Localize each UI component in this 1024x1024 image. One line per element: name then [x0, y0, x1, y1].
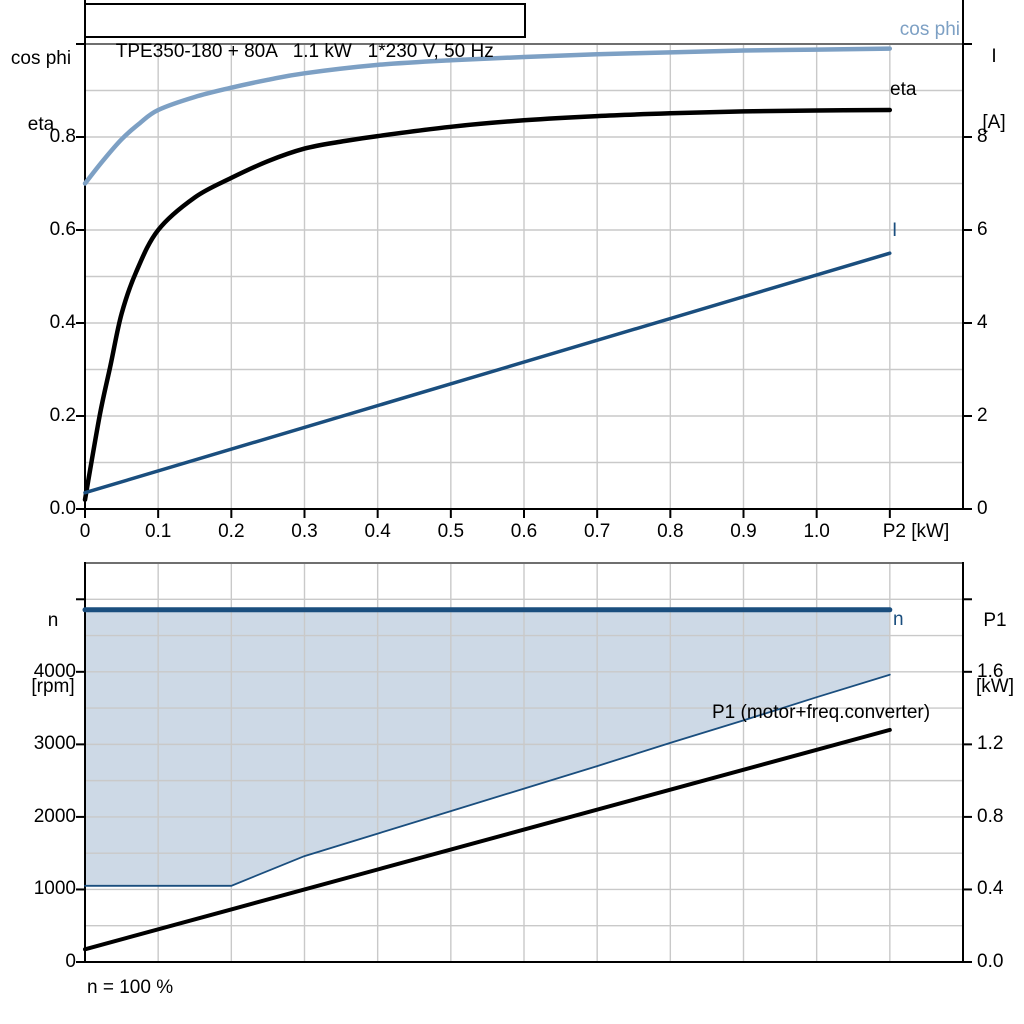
- n-curve-label: n: [893, 609, 904, 630]
- bottom-right-tick-label: 1.2: [977, 733, 1004, 755]
- top-x-tick-label: 0.3: [291, 521, 318, 542]
- top-x-tick-label: 0.7: [583, 521, 611, 542]
- curve-p1-motor-freq-converter-: [83, 727, 892, 952]
- top-x-tick-label: 0.8: [657, 521, 684, 542]
- p1-curve-label: P1 (motor+freq.converter): [712, 702, 931, 723]
- plot-border-layer: [85, 43, 963, 564]
- speed-axis-title: n: [47, 610, 59, 631]
- speed-axis-unit: [rpm]: [31, 676, 75, 697]
- top-x-tick-label: 0.9: [730, 521, 757, 542]
- eta-curve-label: eta: [890, 79, 917, 100]
- current-curve-label: I: [892, 220, 898, 241]
- top-right-tick-label: 6: [977, 219, 988, 240]
- top-x-tick-label: 0: [79, 521, 91, 542]
- top-x-tick-label: 0.4: [364, 521, 391, 542]
- curve-speed-range-lower-bound: [84, 673, 891, 887]
- curves-layer: [82, 46, 893, 952]
- top-right-tick-label: 4: [977, 312, 988, 333]
- x-axis-label: P2 [kW]: [882, 521, 950, 542]
- top-x-tick-label: 0.5: [437, 521, 465, 542]
- top-left-tick-label: 0.4: [49, 312, 76, 333]
- top-left-tick-label: 0.6: [49, 219, 76, 240]
- cos-phi-axis-title: cos phi: [10, 48, 72, 69]
- bottom-right-tick-label: 0.8: [977, 805, 1004, 827]
- curve-i: [83, 251, 892, 495]
- current-axis-title: I: [991, 46, 997, 67]
- bottom-left-tick-label: 0: [65, 951, 76, 972]
- current-axis-unit: [A]: [982, 112, 1006, 133]
- top-right-tick-label: 8: [977, 126, 988, 147]
- bottom-left-tick-label: 4000: [33, 660, 76, 682]
- curve-eta: [82, 107, 893, 502]
- bottom-left-tick-label: 1000: [33, 878, 76, 900]
- bottom-left-axis-title: n [rpm]: [18, 566, 88, 742]
- top-left-tick-label: 0.8: [49, 126, 76, 147]
- top-x-tick-label: 0.2: [218, 521, 245, 542]
- bottom-left-tick-label: 3000: [33, 733, 76, 755]
- p1-axis-title: P1: [983, 610, 1007, 631]
- top-x-tick-label: 0.6: [510, 521, 538, 542]
- chart-title: TPE350-180 + 80A 1.1 kW 1*230 V, 50 Hz: [115, 41, 494, 62]
- speed-range-area: [85, 609, 890, 886]
- top-left-axis-title: cos phi eta: [4, 4, 78, 180]
- curve-cos-phi: [82, 46, 893, 186]
- footnote-n-100-percent: n = 100 %: [87, 977, 174, 998]
- top-x-tick-label: 1.0: [803, 521, 830, 542]
- bottom-right-tick-label: 0.0: [977, 951, 1004, 972]
- bottom-right-tick-label: 0.4: [977, 878, 1004, 900]
- tick-marks-layer: [76, 43, 972, 963]
- top-x-tick-label: 0.1: [144, 521, 172, 542]
- speed-range-shade: [85, 609, 890, 886]
- p1-axis-unit: [kW]: [976, 676, 1014, 697]
- bottom-right-tick-label: 1.6: [977, 660, 1004, 682]
- top-right-axis-title: I [A]: [966, 2, 1022, 178]
- chart-title-box: TPE350-180 + 80A 1.1 kW 1*230 V, 50 Hz: [84, 3, 526, 62]
- top-left-tick-label: 0.0: [49, 498, 76, 519]
- bottom-right-axis-title: P1 [kW]: [966, 566, 1024, 742]
- eta-axis-title: eta: [27, 114, 55, 135]
- top-right-tick-label: 0: [977, 498, 988, 519]
- top-right-tick-label: 2: [977, 405, 988, 426]
- bottom-left-tick-label: 2000: [33, 805, 76, 827]
- cos-phi-curve-label: cos phi: [899, 19, 960, 40]
- top-left-tick-label: 0.2: [49, 405, 76, 426]
